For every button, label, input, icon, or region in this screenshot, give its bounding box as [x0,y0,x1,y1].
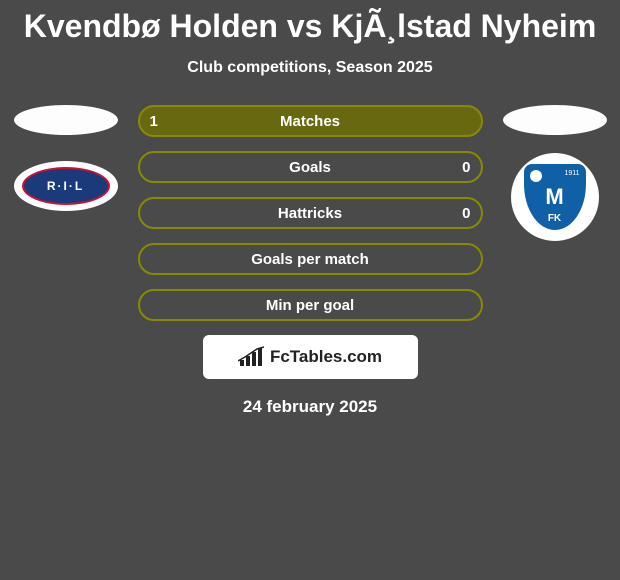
stat-row-goals-per-match: Goals per match [138,243,483,275]
right-club-year: 1911 [564,170,579,177]
subtitle: Club competitions, Season 2025 [0,59,620,77]
page-title: Kvendbø Holden vs KjÃ¸lstad Nyheim [0,0,620,45]
stat-row-matches: 1 Matches [138,105,483,137]
right-club-badge: 1911 M FK [511,153,599,241]
left-player-avatar-placeholder [14,105,118,135]
bar-chart-icon [238,346,264,368]
stat-row-hattricks: Hattricks 0 [138,197,483,229]
stat-label: Min per goal [266,297,354,314]
attribution-text: FcTables.com [270,347,382,367]
right-player-avatar-placeholder [503,105,607,135]
stat-left-value: 1 [150,113,158,130]
date: 24 february 2025 [138,397,483,417]
stat-right-value: 0 [462,159,470,176]
right-player-column: 1911 M FK [497,105,612,241]
stat-row-min-per-goal: Min per goal [138,289,483,321]
left-club-badge: R·I·L [14,161,118,211]
stat-label: Goals [289,159,331,176]
stats-table: 1 Matches Goals 0 Hattricks 0 Goals per … [138,105,483,417]
stat-label: Hattricks [278,205,342,222]
left-player-column: R·I·L [8,105,123,211]
stat-label: Matches [280,113,340,130]
stat-label: Goals per match [251,251,369,268]
left-club-badge-text: R·I·L [22,167,110,205]
stat-row-goals: Goals 0 [138,151,483,183]
content: R·I·L 1911 M FK 1 Matches Goals 0 Hattri [0,105,620,417]
stat-right-value: 0 [462,205,470,222]
attribution-badge: FcTables.com [203,335,418,379]
